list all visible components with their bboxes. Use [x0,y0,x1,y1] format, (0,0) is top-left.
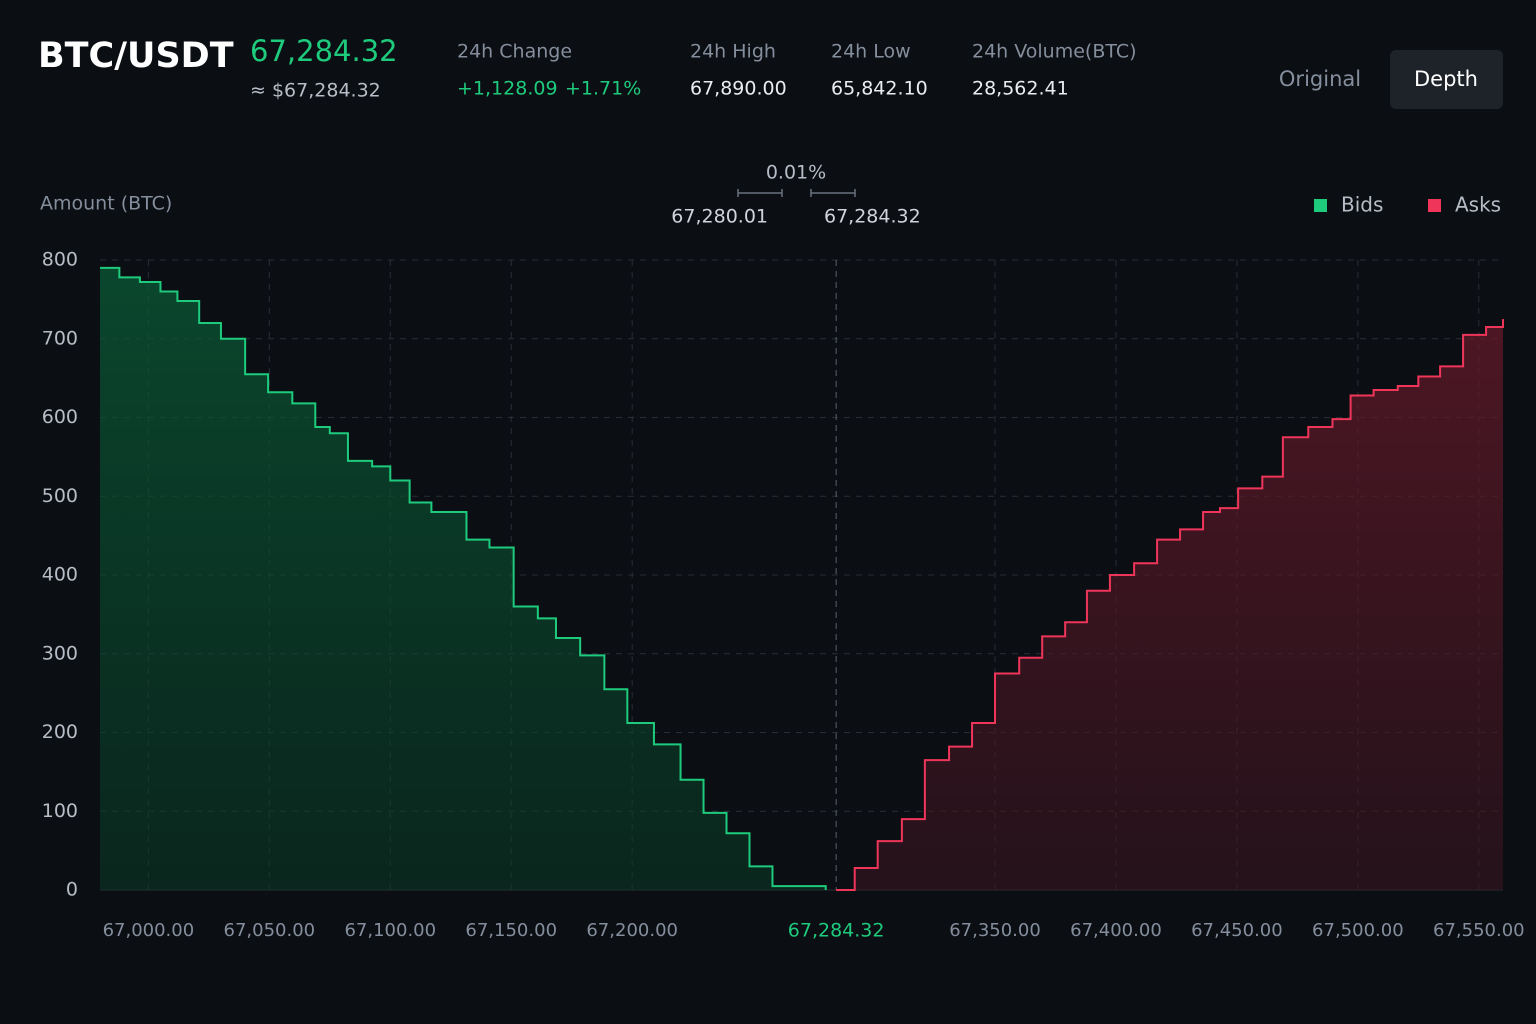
x-tick-label: 67,200.00 [586,920,678,941]
stat-label: 24h Change [457,41,572,63]
last-price: 67,284.32 [250,34,398,68]
pair: BTC/USDT [38,36,234,76]
tab-active-bg[interactable] [1390,50,1503,109]
stat-label: 24h Low [831,41,911,63]
x-tick-label: 67,350.00 [949,920,1041,941]
x-tick-label: 67,000.00 [103,920,195,941]
spread-percent: 0.01% [766,162,826,184]
depth-area [100,267,826,890]
spread-bid: 67,280.01 [671,206,768,228]
spread-bracket [737,189,856,197]
y-tick-label: 400 [42,564,78,586]
y-tick-label: 200 [42,721,78,743]
y-tick-label: 800 [42,249,78,271]
change-percent: +1.71% [565,78,641,100]
mid-price-label: 67,284.32 [788,920,885,942]
stat-label: 24h High [690,41,776,63]
x-tick-label: 67,150.00 [465,920,557,941]
x-tick-label: 67,500.00 [1312,920,1404,941]
stat-value: 65,842.10 [831,78,928,100]
legend-label: Asks [1455,193,1501,217]
legend-label: Bids [1341,193,1383,217]
y-axis-label: Amount (BTC) [40,193,172,215]
stat-value: 28,562.41 [972,78,1069,100]
x-tick-label: 67,450.00 [1191,920,1283,941]
y-tick-label: 700 [42,327,78,349]
spread-ask: 67,284.32 [824,206,921,228]
depth-line [836,319,1504,891]
y-tick-label: 100 [42,800,78,822]
tab[interactable]: Original [1279,67,1361,91]
price-usd: ≈ $67,284.32 [250,80,381,102]
y-tick-label: 600 [42,406,78,428]
depth-line [100,266,827,890]
x-tick-label: 67,550.00 [1433,920,1525,941]
stat-value: 67,890.00 [690,78,787,100]
change-amount: +1,128.09 [457,78,558,100]
tab[interactable]: Depth [1414,67,1478,91]
y-tick-label: 300 [42,642,78,664]
legend-swatch [1314,199,1327,212]
x-tick-label: 67,100.00 [344,920,436,941]
y-tick-label: 0 [66,879,78,901]
y-tick-label: 500 [42,485,78,507]
legend-swatch [1428,199,1441,212]
depth-area [836,319,1503,890]
x-tick-label: 67,400.00 [1070,920,1162,941]
stat-label: 24h Volume(BTC) [972,41,1137,63]
x-tick-label: 67,050.00 [224,920,316,941]
